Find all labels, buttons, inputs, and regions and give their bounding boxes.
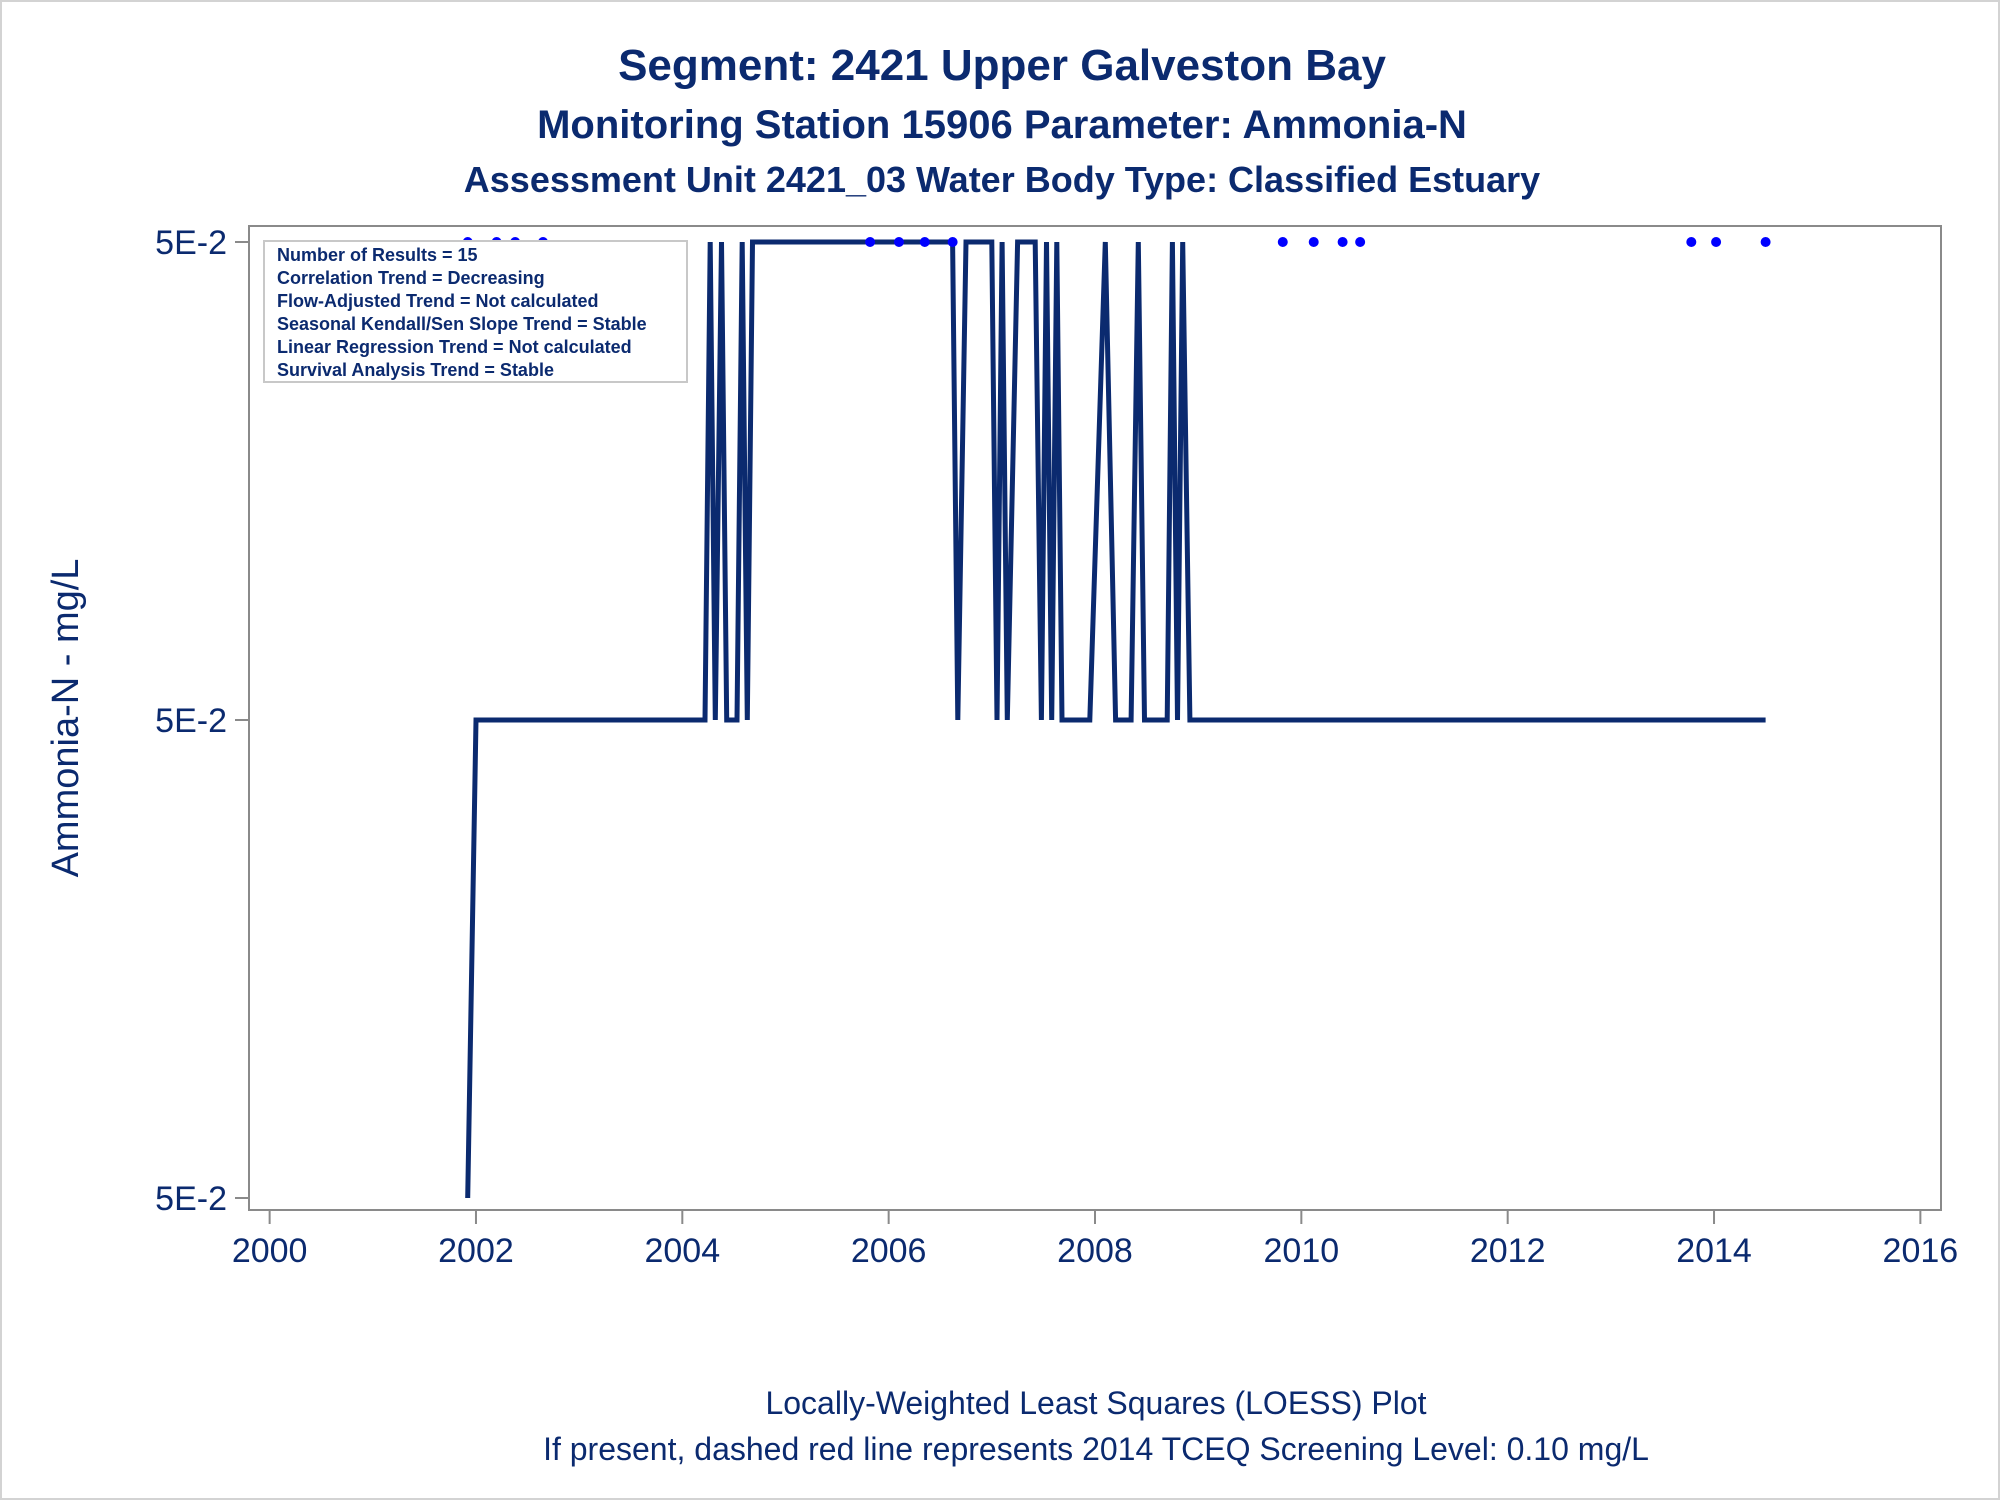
x-tick-label: 2012: [1470, 1232, 1546, 1270]
y-axis: 5E-2 5E-2 5E-2: [155, 224, 249, 1218]
x-tick-label: 2014: [1676, 1232, 1752, 1270]
stat-survival-analysis-trend: Survival Analysis Trend = Stable: [277, 360, 554, 380]
stat-seasonal-kendall-trend: Seasonal Kendall/Sen Slope Trend = Stabl…: [277, 314, 647, 334]
chart-subtitle: Monitoring Station 15906 Parameter: Ammo…: [537, 103, 1467, 147]
footnote-loess: Locally-Weighted Least Squares (LOESS) P…: [765, 1385, 1426, 1421]
data-point: [1686, 237, 1697, 247]
x-tick-label: 2000: [232, 1232, 308, 1270]
stat-flow-adjusted-trend: Flow-Adjusted Trend = Not calculated: [277, 291, 599, 311]
y-tick-label: 5E-2: [155, 702, 227, 740]
loess-line: [465, 239, 1766, 1199]
chart-title: Segment: 2421 Upper Galveston Bay: [618, 41, 1386, 90]
x-tick-label: 2002: [438, 1232, 514, 1270]
stat-number-of-results: Number of Results = 15: [277, 245, 478, 265]
x-axis: 2000 2002 2004 2006 2008 2010 2012 2014 2016: [232, 1210, 1958, 1270]
y-tick-label: 5E-2: [155, 224, 227, 262]
data-point: [893, 237, 904, 247]
stat-linear-regression-trend: Linear Regression Trend = Not calculated: [277, 337, 632, 357]
data-point: [919, 237, 930, 247]
stats-legend: Number of Results = 15 Correlation Trend…: [263, 240, 688, 383]
x-tick-label: 2010: [1264, 1232, 1340, 1270]
data-point: [947, 237, 958, 247]
data-point: [865, 237, 876, 247]
y-axis-label: Ammonia-N - mg/L: [45, 559, 87, 878]
stats-legend-box: [263, 240, 688, 383]
data-point: [1711, 237, 1722, 247]
data-point: [1308, 237, 1319, 247]
data-point: [1277, 237, 1288, 247]
x-tick-label: 2006: [851, 1232, 927, 1270]
x-tick-label: 2008: [1057, 1232, 1133, 1270]
data-point: [1355, 237, 1366, 247]
x-tick-label: 2004: [644, 1232, 720, 1270]
data-point: [1337, 237, 1348, 247]
data-point: [1760, 237, 1771, 247]
y-tick-label: 5E-2: [155, 1180, 227, 1218]
stat-correlation-trend: Correlation Trend = Decreasing: [277, 268, 545, 288]
footnote-screening-level: If present, dashed red line represents 2…: [543, 1431, 1649, 1467]
x-tick-label: 2016: [1883, 1232, 1959, 1270]
chart-subtitle-2: Assessment Unit 2421_03 Water Body Type:…: [464, 159, 1540, 200]
